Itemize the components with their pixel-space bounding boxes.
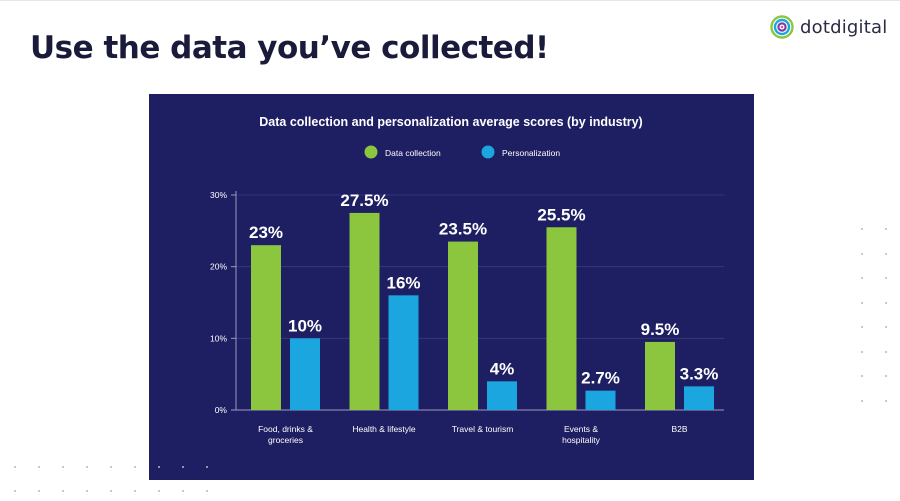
bar-personalization: [388, 295, 419, 410]
decorative-dot: [158, 490, 160, 492]
decorative-dot: [861, 301, 863, 304]
y-tick-label: 20%: [210, 262, 227, 272]
bar-data-collection: [448, 241, 478, 410]
bar-personalization: [290, 338, 320, 410]
decorative-dot: [885, 228, 887, 230]
bar-data-collection: [645, 341, 675, 410]
x-category-label: hospitality: [562, 435, 601, 445]
decorative-dot: [62, 466, 64, 468]
decorative-dot: [14, 490, 16, 492]
bar-data-collection: [349, 212, 380, 410]
decorative-dot: [885, 252, 887, 255]
decorative-dot: [861, 375, 863, 377]
data-label: 27.5%: [340, 191, 388, 210]
decorative-dot: [206, 466, 208, 468]
chart-panel: Data collection and personalization aver…: [149, 94, 754, 480]
data-label: 10%: [288, 316, 322, 335]
x-category-label: Travel & tourism: [452, 424, 514, 434]
bar-chart: Data collection and personalization aver…: [210, 115, 724, 445]
decorative-dot: [182, 466, 184, 468]
data-label: 16%: [386, 273, 420, 292]
bar-data-collection: [546, 227, 577, 410]
x-category-label: Food, drinks &: [258, 424, 313, 434]
legend-label-data-collection: Data collection: [385, 148, 441, 158]
x-category-label: groceries: [268, 435, 303, 445]
dotdigital-logo-icon: [770, 15, 794, 39]
decorative-dot: [134, 466, 136, 468]
decorative-dot: [158, 466, 160, 468]
decorative-dot: [861, 277, 863, 279]
x-category-label: B2B: [671, 424, 687, 434]
data-label: 3.3%: [680, 364, 719, 383]
bar-data-collection: [251, 245, 281, 410]
y-tick-label: 0%: [215, 405, 228, 415]
x-category-label: Health & lifestyle: [352, 424, 416, 434]
chart-title: Data collection and personalization aver…: [259, 115, 642, 129]
decorative-dot: [62, 490, 64, 492]
decorative-dot: [38, 466, 40, 468]
data-label: 2.7%: [581, 369, 620, 388]
x-category-label: Events &: [564, 424, 598, 434]
decorative-dot: [861, 252, 863, 255]
brand-name: dotdigital: [800, 16, 888, 38]
decorative-dot: [14, 466, 16, 468]
slide-title: Use the data you’ve collected!: [30, 30, 549, 66]
brand-logo: dotdigital: [770, 14, 887, 40]
decorative-dot: [885, 277, 887, 279]
legend-label-personalization: Personalization: [502, 148, 560, 158]
decorative-dot: [885, 350, 887, 353]
legend-swatch-personalization: [481, 145, 495, 159]
y-tick-label: 30%: [210, 190, 227, 200]
decorative-dot: [885, 326, 887, 328]
decorative-dot: [861, 228, 863, 230]
bar-personalization: [487, 381, 517, 410]
data-label: 25.5%: [537, 205, 585, 224]
decorative-dot: [134, 490, 136, 492]
decorative-dot: [885, 301, 887, 304]
decorative-dot: [861, 399, 863, 402]
decorative-dot: [110, 466, 112, 468]
decorative-dot: [861, 326, 863, 328]
y-tick-label: 10%: [210, 333, 227, 343]
decorative-dot: [861, 350, 863, 353]
decorative-dot: [885, 399, 887, 402]
data-label: 9.5%: [641, 320, 680, 339]
decorative-dot: [206, 490, 208, 492]
data-label: 23%: [249, 223, 283, 242]
bar-personalization: [684, 386, 714, 410]
decorative-dot: [110, 490, 112, 492]
data-label: 4%: [490, 359, 515, 378]
data-label: 23.5%: [439, 220, 487, 239]
decorative-dot: [86, 466, 88, 468]
top-divider: [0, 0, 900, 1]
decorative-dot: [182, 490, 184, 492]
legend-swatch-data-collection: [364, 145, 378, 159]
decorative-dot: [885, 375, 887, 377]
bar-personalization: [585, 390, 616, 410]
decorative-dot: [38, 490, 40, 492]
decorative-dot: [86, 490, 88, 492]
